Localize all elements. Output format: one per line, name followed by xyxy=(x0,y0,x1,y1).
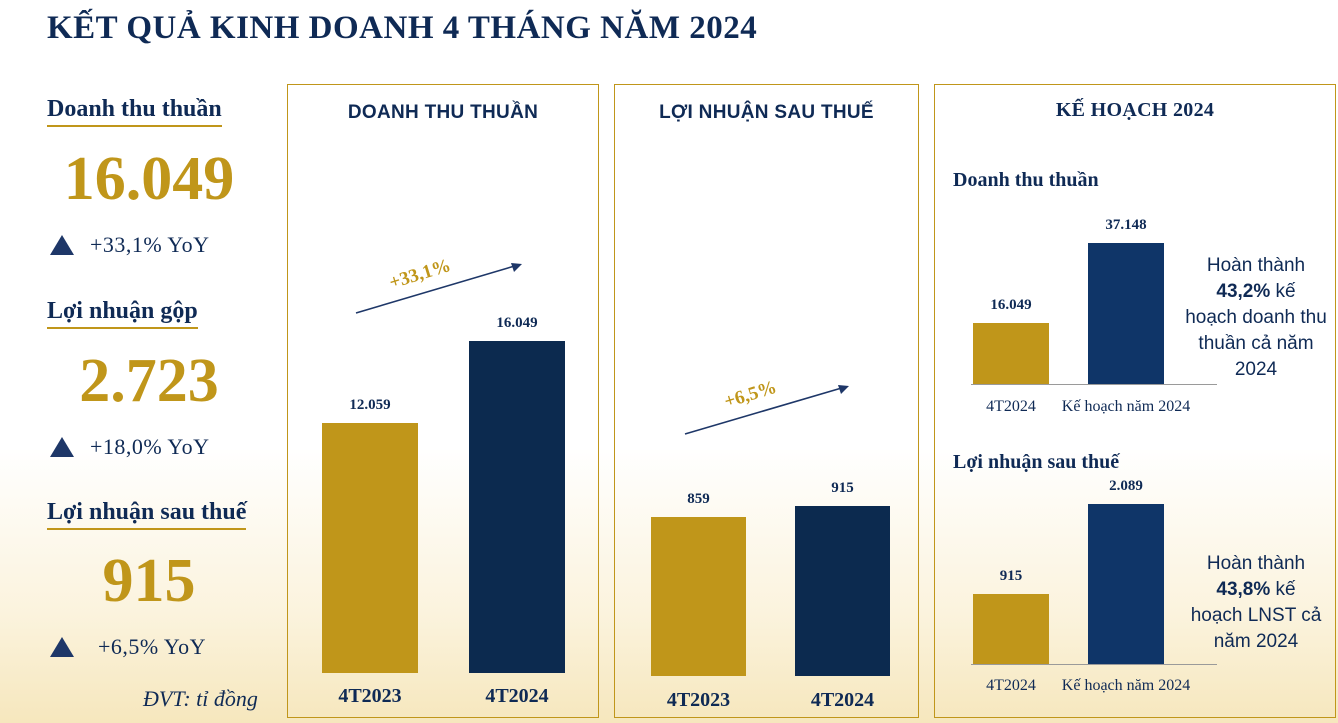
note-text: Hoàn thành xyxy=(1206,255,1306,276)
revenue-bar-1 xyxy=(322,423,418,673)
plan-net-profit-note: Hoàn thành 43,8% kế hoạch LNST cả năm 20… xyxy=(1190,553,1322,652)
plan-net-profit-bar-1 xyxy=(973,594,1049,664)
note-percent: 43,2% xyxy=(1216,281,1271,302)
growth-arrow-icon xyxy=(355,263,522,314)
plan-panel-title: KẾ HOẠCH 2024 xyxy=(1055,99,1215,121)
plan-revenue-category-label-2: Kế hoạch năm 2024 xyxy=(1061,398,1191,415)
note-percent: 43,8% xyxy=(1216,579,1271,600)
up-triangle-icon xyxy=(50,437,74,457)
kpi-label-gross-profit: Lợi nhuận gộp xyxy=(47,298,198,329)
plan-revenue-bar-2 xyxy=(1088,243,1164,384)
plan-net-profit-category-label-2: Kế hoạch năm 2024 xyxy=(1061,677,1191,694)
kpi-value-revenue: 16.049 xyxy=(63,145,235,213)
kpi-yoy-net-profit: +6,5% YoY xyxy=(50,634,206,660)
net-profit-category-label-2: 4T2024 xyxy=(810,689,875,711)
plan-revenue-subtitle: Doanh thu thuần xyxy=(953,169,1099,191)
kpi-yoy-gross-profit-text: +18,0% YoY xyxy=(90,434,210,459)
revenue-category-label-1: 4T2023 xyxy=(338,685,402,707)
net-profit-value-label-1: 859 xyxy=(687,491,710,507)
revenue-value-label-2: 16.049 xyxy=(496,315,538,331)
kpi-yoy-net-profit-text: +6,5% YoY xyxy=(98,634,206,659)
plan-net-profit-value-label-1: 915 xyxy=(999,568,1023,584)
kpi-yoy-revenue: +33,1% YoY xyxy=(50,232,210,258)
plan-revenue-value-label-2: 37.148 xyxy=(1105,217,1147,233)
net-profit-chart-panel: LỢI NHUẬN SAU THUẾ +6,5% 859 4T2023 915 4T2… xyxy=(614,84,919,718)
revenue-value-label-1: 12.059 xyxy=(349,397,391,413)
net-profit-value-label-2: 915 xyxy=(831,480,854,496)
axis-line xyxy=(971,664,1217,665)
revenue-bar-2 xyxy=(469,341,565,673)
up-triangle-icon xyxy=(50,235,74,255)
net-profit-chart-title: LỢI NHUẬN SAU THUẾ xyxy=(659,102,874,123)
unit-note: ĐVT: tỉ đồng xyxy=(143,686,258,711)
axis-line xyxy=(971,384,1217,385)
plan-revenue-value-label-1: 16.049 xyxy=(990,297,1032,313)
revenue-chart-panel: DOANH THU THUẦN +33,1% 12.059 4T2023 16.04… xyxy=(287,84,599,718)
net-profit-bar-2 xyxy=(795,506,890,676)
plan-net-profit-subtitle: Lợi nhuận sau thuế xyxy=(953,451,1120,473)
kpi-label-revenue: Doanh thu thuần xyxy=(47,96,222,127)
note-text: hoạch LNST cả năm 2024 xyxy=(1190,605,1322,652)
note-text: hoạch doanh thu thuần cả năm 2024 xyxy=(1185,307,1327,380)
plan-revenue-note: Hoàn thành 43,2% kế hoạch doanh thu thuầ… xyxy=(1185,255,1327,380)
plan-2024-panel: KẾ HOẠCH 2024 Doanh thu thuần Lợi nhuận … xyxy=(934,84,1336,718)
plan-net-profit-category-label-1: 4T2024 xyxy=(986,677,1036,694)
up-triangle-icon xyxy=(50,637,74,657)
kpi-value-net-profit: 915 xyxy=(102,547,196,615)
plan-revenue-category-label-1: 4T2024 xyxy=(986,398,1036,415)
net-profit-bar-1 xyxy=(651,517,746,676)
plan-revenue-bar-1 xyxy=(973,323,1049,384)
note-text: Hoàn thành xyxy=(1206,553,1306,574)
revenue-category-label-2: 4T2024 xyxy=(485,685,549,707)
revenue-chart-title: DOANH THU THUẦN xyxy=(347,102,539,123)
kpi-label-net-profit: Lợi nhuận sau thuế xyxy=(47,499,247,530)
kpi-yoy-gross-profit: +18,0% YoY xyxy=(50,434,210,460)
kpi-value-gross-profit: 2.723 xyxy=(79,347,219,415)
net-profit-category-label-1: 4T2023 xyxy=(666,689,731,711)
page-title: KẾT QUẢ KINH DOANH 4 THÁNG NĂM 2024 xyxy=(47,10,758,46)
plan-net-profit-value-label-2: 2.089 xyxy=(1109,478,1143,494)
growth-arrow-icon xyxy=(684,385,849,435)
plan-net-profit-bar-2 xyxy=(1088,504,1164,664)
kpi-yoy-revenue-text: +33,1% YoY xyxy=(90,232,210,257)
